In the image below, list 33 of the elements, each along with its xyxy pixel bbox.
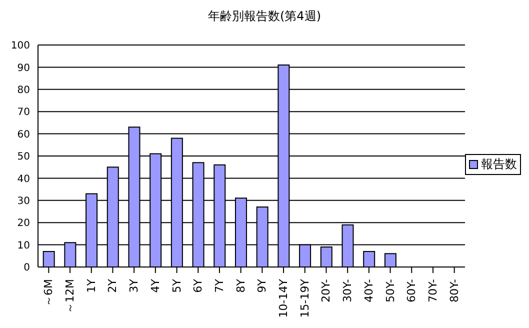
x-tick-label: 70Y- [426,278,440,302]
x-tick-label: 6Y [192,278,205,293]
y-tick-label: 50 [17,152,30,163]
y-tick-label: 60 [17,129,30,140]
y-tick-label: 40 [17,174,30,185]
x-tick-label: 1Y [84,278,98,293]
x-tick-label: ～6M [42,279,56,306]
x-tick-label: 7Y [212,278,226,293]
x-tick-label: 3Y [128,278,141,293]
y-tick-label: 80 [17,84,30,96]
y-tick-label: 90 [17,62,30,74]
x-tick-label: 20Y- [320,278,333,302]
x-tick-label: 80Y- [448,278,461,302]
x-tick-label: 15-19Y [298,278,312,318]
x-tick-label: 60Y- [405,278,418,302]
x-tick-label: 40Y- [362,278,376,302]
x-tick-label: ～12M [64,279,77,314]
x-tick-label: 4Y [148,278,162,293]
y-tick-label: 30 [17,196,30,207]
x-tick-label: 2Y [106,278,120,293]
y-tick-label: 100 [10,40,30,52]
y-tick-label: 20 [17,218,30,230]
x-tick-label: 30Y- [341,278,354,302]
x-tick-label: 50Y- [384,278,397,302]
legend-label: 報告数 [481,156,517,172]
chart-title: 年齢別報告数(第4週) [207,8,322,25]
x-tick-label: 5Y [170,278,184,293]
x-tick-label: 8Y [234,278,248,293]
x-tick-label: 10-14Y [277,278,290,318]
x-tick-label: 9Y [256,278,269,293]
y-tick-label: 10 [17,240,30,252]
y-tick-label: 70 [17,107,30,118]
y-tick-label: 0 [24,262,30,274]
